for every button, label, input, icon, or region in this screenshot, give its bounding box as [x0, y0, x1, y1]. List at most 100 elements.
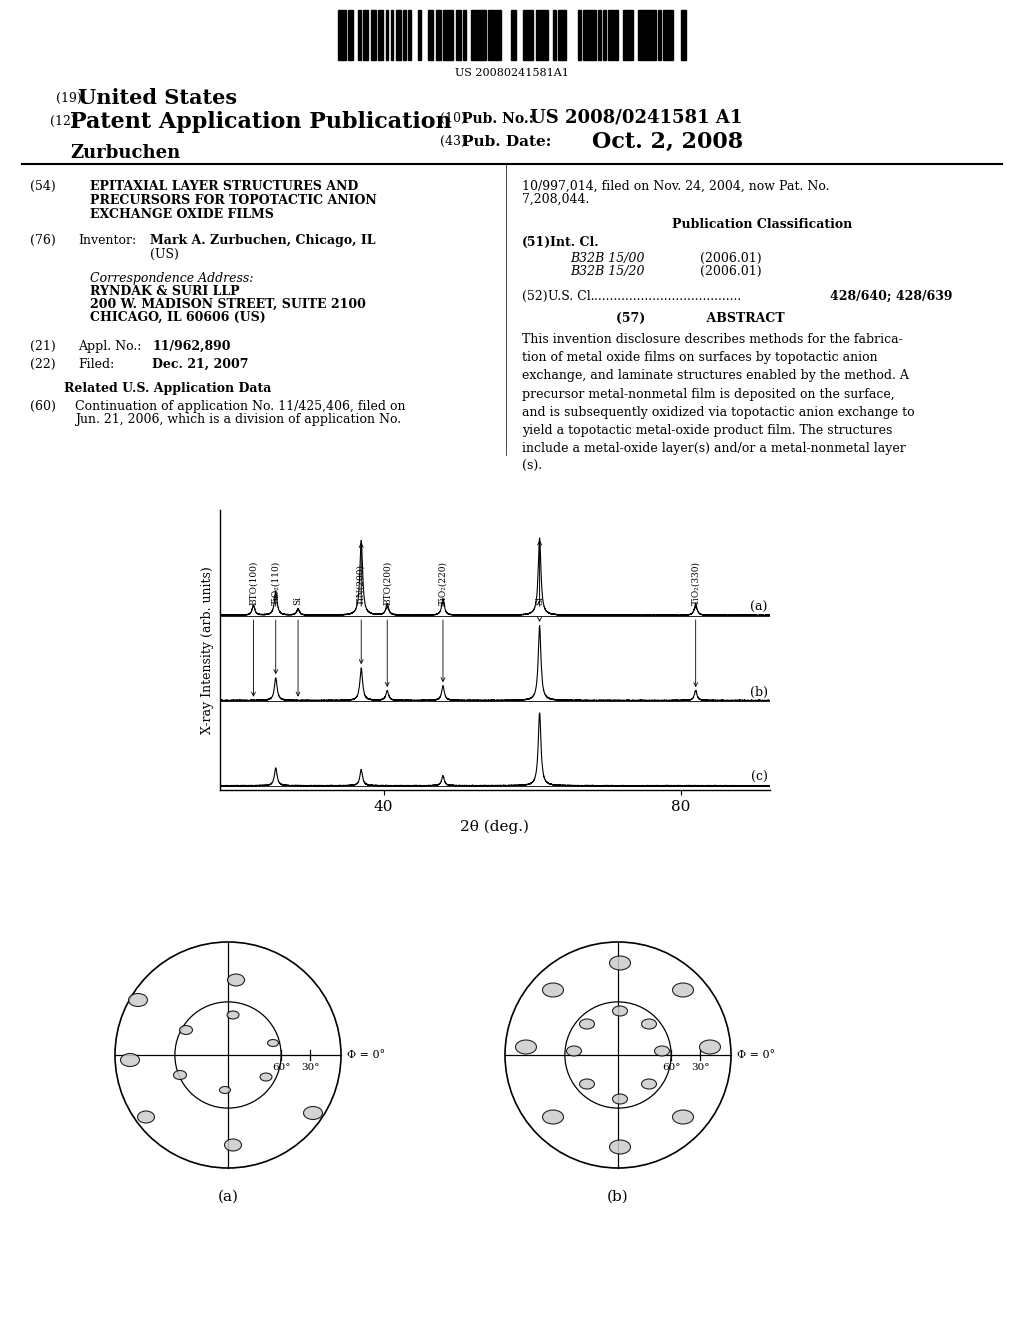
Text: EPITAXIAL LAYER STRUCTURES AND: EPITAXIAL LAYER STRUCTURES AND — [90, 180, 358, 193]
Text: Zurbuchen: Zurbuchen — [70, 144, 180, 162]
Bar — [338, 11, 341, 59]
Text: Mark A. Zurbuchen, Chicago, IL: Mark A. Zurbuchen, Chicago, IL — [150, 234, 376, 247]
Bar — [408, 11, 411, 59]
Bar — [683, 11, 685, 59]
Bar — [381, 11, 383, 59]
Text: (51): (51) — [522, 236, 551, 249]
Bar — [610, 11, 613, 59]
Ellipse shape — [641, 1078, 656, 1089]
Text: TiN(200): TiN(200) — [356, 564, 366, 605]
Bar — [470, 11, 473, 59]
Ellipse shape — [543, 983, 563, 997]
Text: (10): (10) — [440, 112, 466, 125]
Text: BTO(100): BTO(100) — [249, 561, 258, 605]
Text: 30°: 30° — [691, 1063, 710, 1072]
Text: 7,208,044.: 7,208,044. — [522, 193, 590, 206]
Bar — [488, 11, 490, 59]
Bar — [541, 11, 543, 59]
Bar — [650, 11, 653, 59]
Bar — [458, 11, 461, 59]
Bar — [511, 11, 513, 59]
Ellipse shape — [137, 1111, 155, 1123]
Bar — [428, 11, 430, 59]
Bar — [586, 11, 588, 59]
Text: (a): (a) — [751, 601, 768, 614]
Text: TiO₂(220): TiO₂(220) — [438, 561, 447, 605]
Text: Jun. 21, 2006, which is a division of application No.: Jun. 21, 2006, which is a division of ap… — [75, 413, 401, 426]
Bar — [546, 11, 548, 59]
Bar — [496, 11, 498, 59]
Text: US 20080241581A1: US 20080241581A1 — [455, 69, 569, 78]
Bar — [443, 11, 445, 59]
Bar — [343, 11, 345, 59]
Bar — [648, 11, 650, 59]
Ellipse shape — [654, 1045, 670, 1056]
Text: Pub. No.:: Pub. No.: — [462, 112, 534, 125]
Bar — [523, 11, 525, 59]
Bar — [588, 11, 591, 59]
Text: BTO(200): BTO(200) — [383, 561, 392, 605]
Ellipse shape — [179, 1026, 193, 1035]
Bar — [473, 11, 475, 59]
Bar — [543, 11, 546, 59]
Bar — [668, 11, 671, 59]
Ellipse shape — [543, 1110, 563, 1125]
Text: Oct. 2, 2008: Oct. 2, 2008 — [592, 131, 743, 153]
Ellipse shape — [267, 1040, 279, 1047]
Text: (43): (43) — [440, 135, 466, 148]
Text: (12): (12) — [50, 115, 76, 128]
Text: (57)              ABSTRACT: (57) ABSTRACT — [615, 312, 784, 325]
Bar — [591, 11, 593, 59]
Bar — [528, 11, 530, 59]
Bar — [398, 11, 400, 59]
Bar — [513, 11, 515, 59]
Bar — [435, 11, 438, 59]
Bar — [658, 11, 660, 59]
Text: B32B 15/20: B32B 15/20 — [570, 265, 644, 279]
Ellipse shape — [609, 956, 631, 970]
Bar — [558, 11, 560, 59]
Bar — [671, 11, 673, 59]
Bar — [373, 11, 376, 59]
Text: B32B 15/00: B32B 15/00 — [570, 252, 644, 265]
Text: Patent Application Publication: Patent Application Publication — [70, 111, 452, 133]
Y-axis label: X-ray Intensity (arb. units): X-ray Intensity (arb. units) — [202, 566, 214, 734]
Bar — [623, 11, 626, 59]
Text: (52): (52) — [522, 290, 548, 304]
Text: TiO₂(110): TiO₂(110) — [271, 561, 281, 605]
Text: 11/962,890: 11/962,890 — [152, 341, 230, 352]
Bar — [666, 11, 668, 59]
Text: Related U.S. Application Data: Related U.S. Application Data — [65, 381, 271, 395]
Bar — [608, 11, 610, 59]
Bar — [640, 11, 643, 59]
Text: Si: Si — [294, 595, 302, 605]
Ellipse shape — [673, 983, 693, 997]
Bar — [362, 11, 366, 59]
Bar — [536, 11, 538, 59]
Text: 60°: 60° — [662, 1063, 680, 1072]
Bar — [530, 11, 534, 59]
Bar — [438, 11, 440, 59]
Bar — [645, 11, 648, 59]
Text: US 2008/0241581 A1: US 2008/0241581 A1 — [530, 108, 742, 125]
Bar — [371, 11, 373, 59]
Ellipse shape — [128, 994, 147, 1006]
Text: Appl. No.:: Appl. No.: — [78, 341, 141, 352]
Text: United States: United States — [78, 88, 238, 108]
Bar — [498, 11, 501, 59]
Text: (2006.01): (2006.01) — [700, 265, 762, 279]
Bar — [390, 11, 393, 59]
Ellipse shape — [224, 1139, 242, 1151]
Text: (b): (b) — [607, 1191, 629, 1204]
Text: (2006.01): (2006.01) — [700, 252, 762, 265]
Ellipse shape — [121, 1053, 139, 1067]
Bar — [341, 11, 343, 59]
Bar — [348, 11, 350, 59]
Text: Int. Cl.: Int. Cl. — [550, 236, 599, 249]
Bar — [560, 11, 563, 59]
Bar — [631, 11, 633, 59]
Text: 428/640; 428/639: 428/640; 428/639 — [830, 290, 952, 304]
Ellipse shape — [260, 1073, 272, 1081]
Text: (54): (54) — [30, 180, 55, 193]
Ellipse shape — [227, 974, 245, 986]
